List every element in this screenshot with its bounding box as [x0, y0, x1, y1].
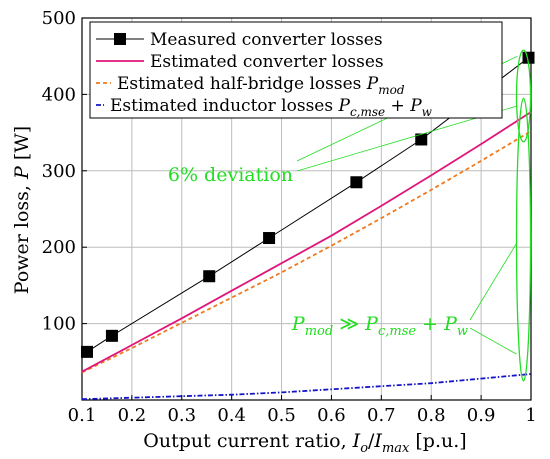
data-point-measured — [350, 176, 363, 189]
x-tick-label: 0.5 — [267, 405, 296, 426]
series-line-3 — [81, 373, 532, 401]
series-line-2 — [81, 130, 532, 374]
legend-entry-1: Estimated converter losses — [150, 52, 384, 72]
relation-var: P — [291, 313, 306, 335]
annotations: 6% deviation Pmod ≫ Pc,mse + Pw — [168, 49, 532, 382]
legend-entry-plus: + — [385, 96, 410, 116]
x-axis-title-slash: / — [368, 430, 375, 452]
data-point-measured — [263, 232, 276, 245]
y-axis-title: Power loss, P [W] — [11, 126, 33, 294]
data-point-measured — [522, 51, 535, 64]
x-axis-title: Output current ratio, Io/Imax [p.u.] — [143, 430, 466, 456]
x-tick-label: 0.9 — [467, 405, 496, 426]
y-axis-title-pre: Power loss, — [11, 179, 33, 294]
y-tick-label: 100 — [42, 314, 76, 335]
deviation-label: 6% deviation — [168, 164, 293, 186]
data-point-measured — [203, 270, 216, 283]
y-tick-label: 500 — [42, 8, 76, 29]
y-tick-label: 400 — [42, 84, 76, 105]
relation-plus: + — [416, 313, 444, 335]
relation-sub: mod — [305, 324, 333, 339]
legend-box — [89, 21, 503, 119]
x-axis-title-den: I — [373, 430, 382, 452]
data-point-measured — [80, 345, 93, 358]
relation-sub3: w — [457, 324, 468, 339]
relation-leader-bottom — [469, 327, 517, 355]
x-tick-label: 0.7 — [367, 405, 396, 426]
legend-entry-sub: mod — [378, 83, 405, 97]
y-tick-label: 300 — [42, 161, 76, 182]
x-axis-title-den-sub: max — [382, 441, 410, 456]
legend-entry-var: P — [366, 74, 379, 94]
relation-label: Pmod ≫ Pc,mse + Pw — [291, 313, 468, 339]
legend-entry-var2: P — [409, 96, 422, 116]
relation-leader-top — [469, 243, 517, 321]
y-axis-title-unit: [W] — [11, 126, 33, 166]
legend-entry-sub: c,mse — [350, 105, 385, 119]
relation-sub2: c,mse — [378, 324, 416, 339]
x-tick-label: 1 — [525, 405, 536, 426]
y-tick-label: 200 — [42, 237, 76, 258]
series-line-1 — [81, 111, 532, 373]
x-tick-label: 0.1 — [68, 405, 97, 426]
x-tick-label: 0.6 — [317, 405, 346, 426]
legend-entry-sub2: w — [422, 105, 433, 119]
x-tick-label: 0.8 — [417, 405, 446, 426]
deviation-ellipse — [515, 49, 532, 143]
x-ticks: 0.1 0.2 0.3 0.4 0.5 0.6 0.7 0.8 0.9 1 — [68, 395, 537, 426]
series-layer — [80, 51, 535, 401]
x-axis-title-num: I — [352, 430, 361, 452]
legend-entry-2: Estimated half-bridge losses Pmod — [117, 74, 405, 97]
y-axis-title-var: P — [11, 165, 33, 180]
x-axis-title-pre: Output current ratio, — [143, 430, 352, 452]
legend-entry-0: Measured converter losses — [150, 30, 383, 50]
x-tick-label: 0.4 — [217, 405, 246, 426]
data-point-measured — [415, 133, 428, 146]
relation-var3: P — [443, 313, 458, 335]
y-ticks: 100 200 300 400 500 — [42, 8, 87, 335]
x-axis-title-num-sub: o — [360, 441, 368, 456]
data-point-measured — [105, 329, 118, 342]
legend-entry-pre: Estimated half-bridge losses — [117, 74, 367, 94]
relation-op: ≫ — [333, 313, 365, 335]
legend-entry-var: P — [337, 96, 350, 116]
relation-var2: P — [364, 313, 379, 335]
x-tick-label: 0.2 — [118, 405, 147, 426]
x-axis-title-post: [p.u.] — [409, 430, 466, 452]
legend-marker-square — [114, 33, 126, 45]
x-tick-label: 0.3 — [167, 405, 196, 426]
legend-entry-pre: Estimated inductor losses — [110, 96, 338, 116]
relation-ellipse — [515, 97, 532, 382]
legend-entry-3: Estimated inductor losses Pc,mse + Pw — [110, 96, 433, 119]
